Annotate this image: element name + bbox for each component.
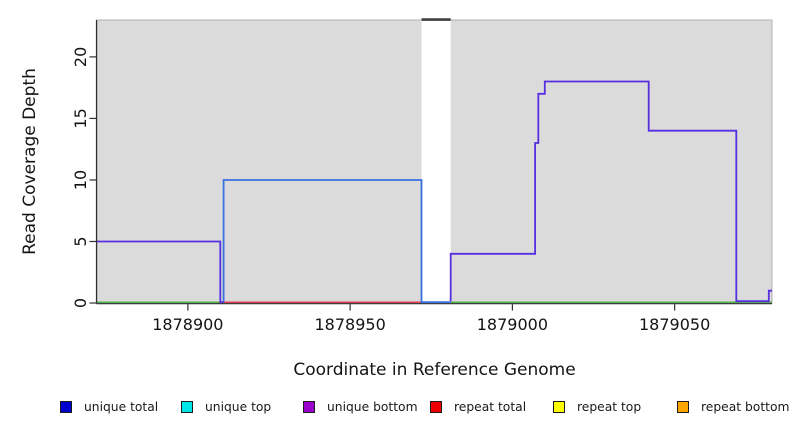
legend-item: unique total xyxy=(60,396,158,418)
legend: unique total unique top unique bottom repea… xyxy=(0,396,792,422)
legend-label: repeat top xyxy=(577,400,642,414)
legend-swatch-unique-top-icon xyxy=(181,401,193,413)
legend-swatch-repeat-total-icon xyxy=(430,401,442,413)
y-tick-label: 10 xyxy=(71,170,90,190)
legend-swatch-unique-bottom-icon xyxy=(303,401,315,413)
legend-item: repeat total xyxy=(430,396,526,418)
legend-swatch-repeat-bottom-icon xyxy=(677,401,689,413)
series-unique-total xyxy=(222,179,451,304)
series-unique-bottom-right- xyxy=(449,80,772,303)
x-axis-title: Coordinate in Reference Genome xyxy=(293,360,575,380)
x-tick-label: 1879050 xyxy=(639,315,710,334)
legend-label: unique bottom xyxy=(327,400,418,414)
y-axis-title: Read Coverage Depth xyxy=(20,68,40,255)
x-tick-label: 1878900 xyxy=(152,315,223,334)
legend-label: repeat total xyxy=(454,400,527,414)
legend-swatch-unique-total-icon xyxy=(60,401,72,413)
y-tick-label: 20 xyxy=(71,47,90,67)
y-tick-label: 5 xyxy=(71,236,90,246)
legend-label: repeat bottom xyxy=(701,400,790,414)
legend-label: unique top xyxy=(205,400,272,414)
legend-item: unique bottom xyxy=(303,396,418,418)
x-tick-label: 1879000 xyxy=(477,315,548,334)
legend-label: unique total xyxy=(84,400,159,414)
series-unique-bottom-left- xyxy=(97,240,224,304)
y-tick-label: 15 xyxy=(71,108,90,128)
y-tick-label: 0 xyxy=(71,298,90,308)
legend-item: repeat top xyxy=(553,396,641,418)
legend-item: unique top xyxy=(181,396,271,418)
legend-item: repeat bottom xyxy=(677,396,789,418)
x-tick-label: 1878950 xyxy=(314,315,385,334)
masked-region xyxy=(421,19,451,304)
legend-swatch-repeat-top-icon xyxy=(553,401,565,413)
coverage-plot: 1878900 1878950 1879000 1879050 0 5 10 15 20 Rea… xyxy=(20,18,773,380)
